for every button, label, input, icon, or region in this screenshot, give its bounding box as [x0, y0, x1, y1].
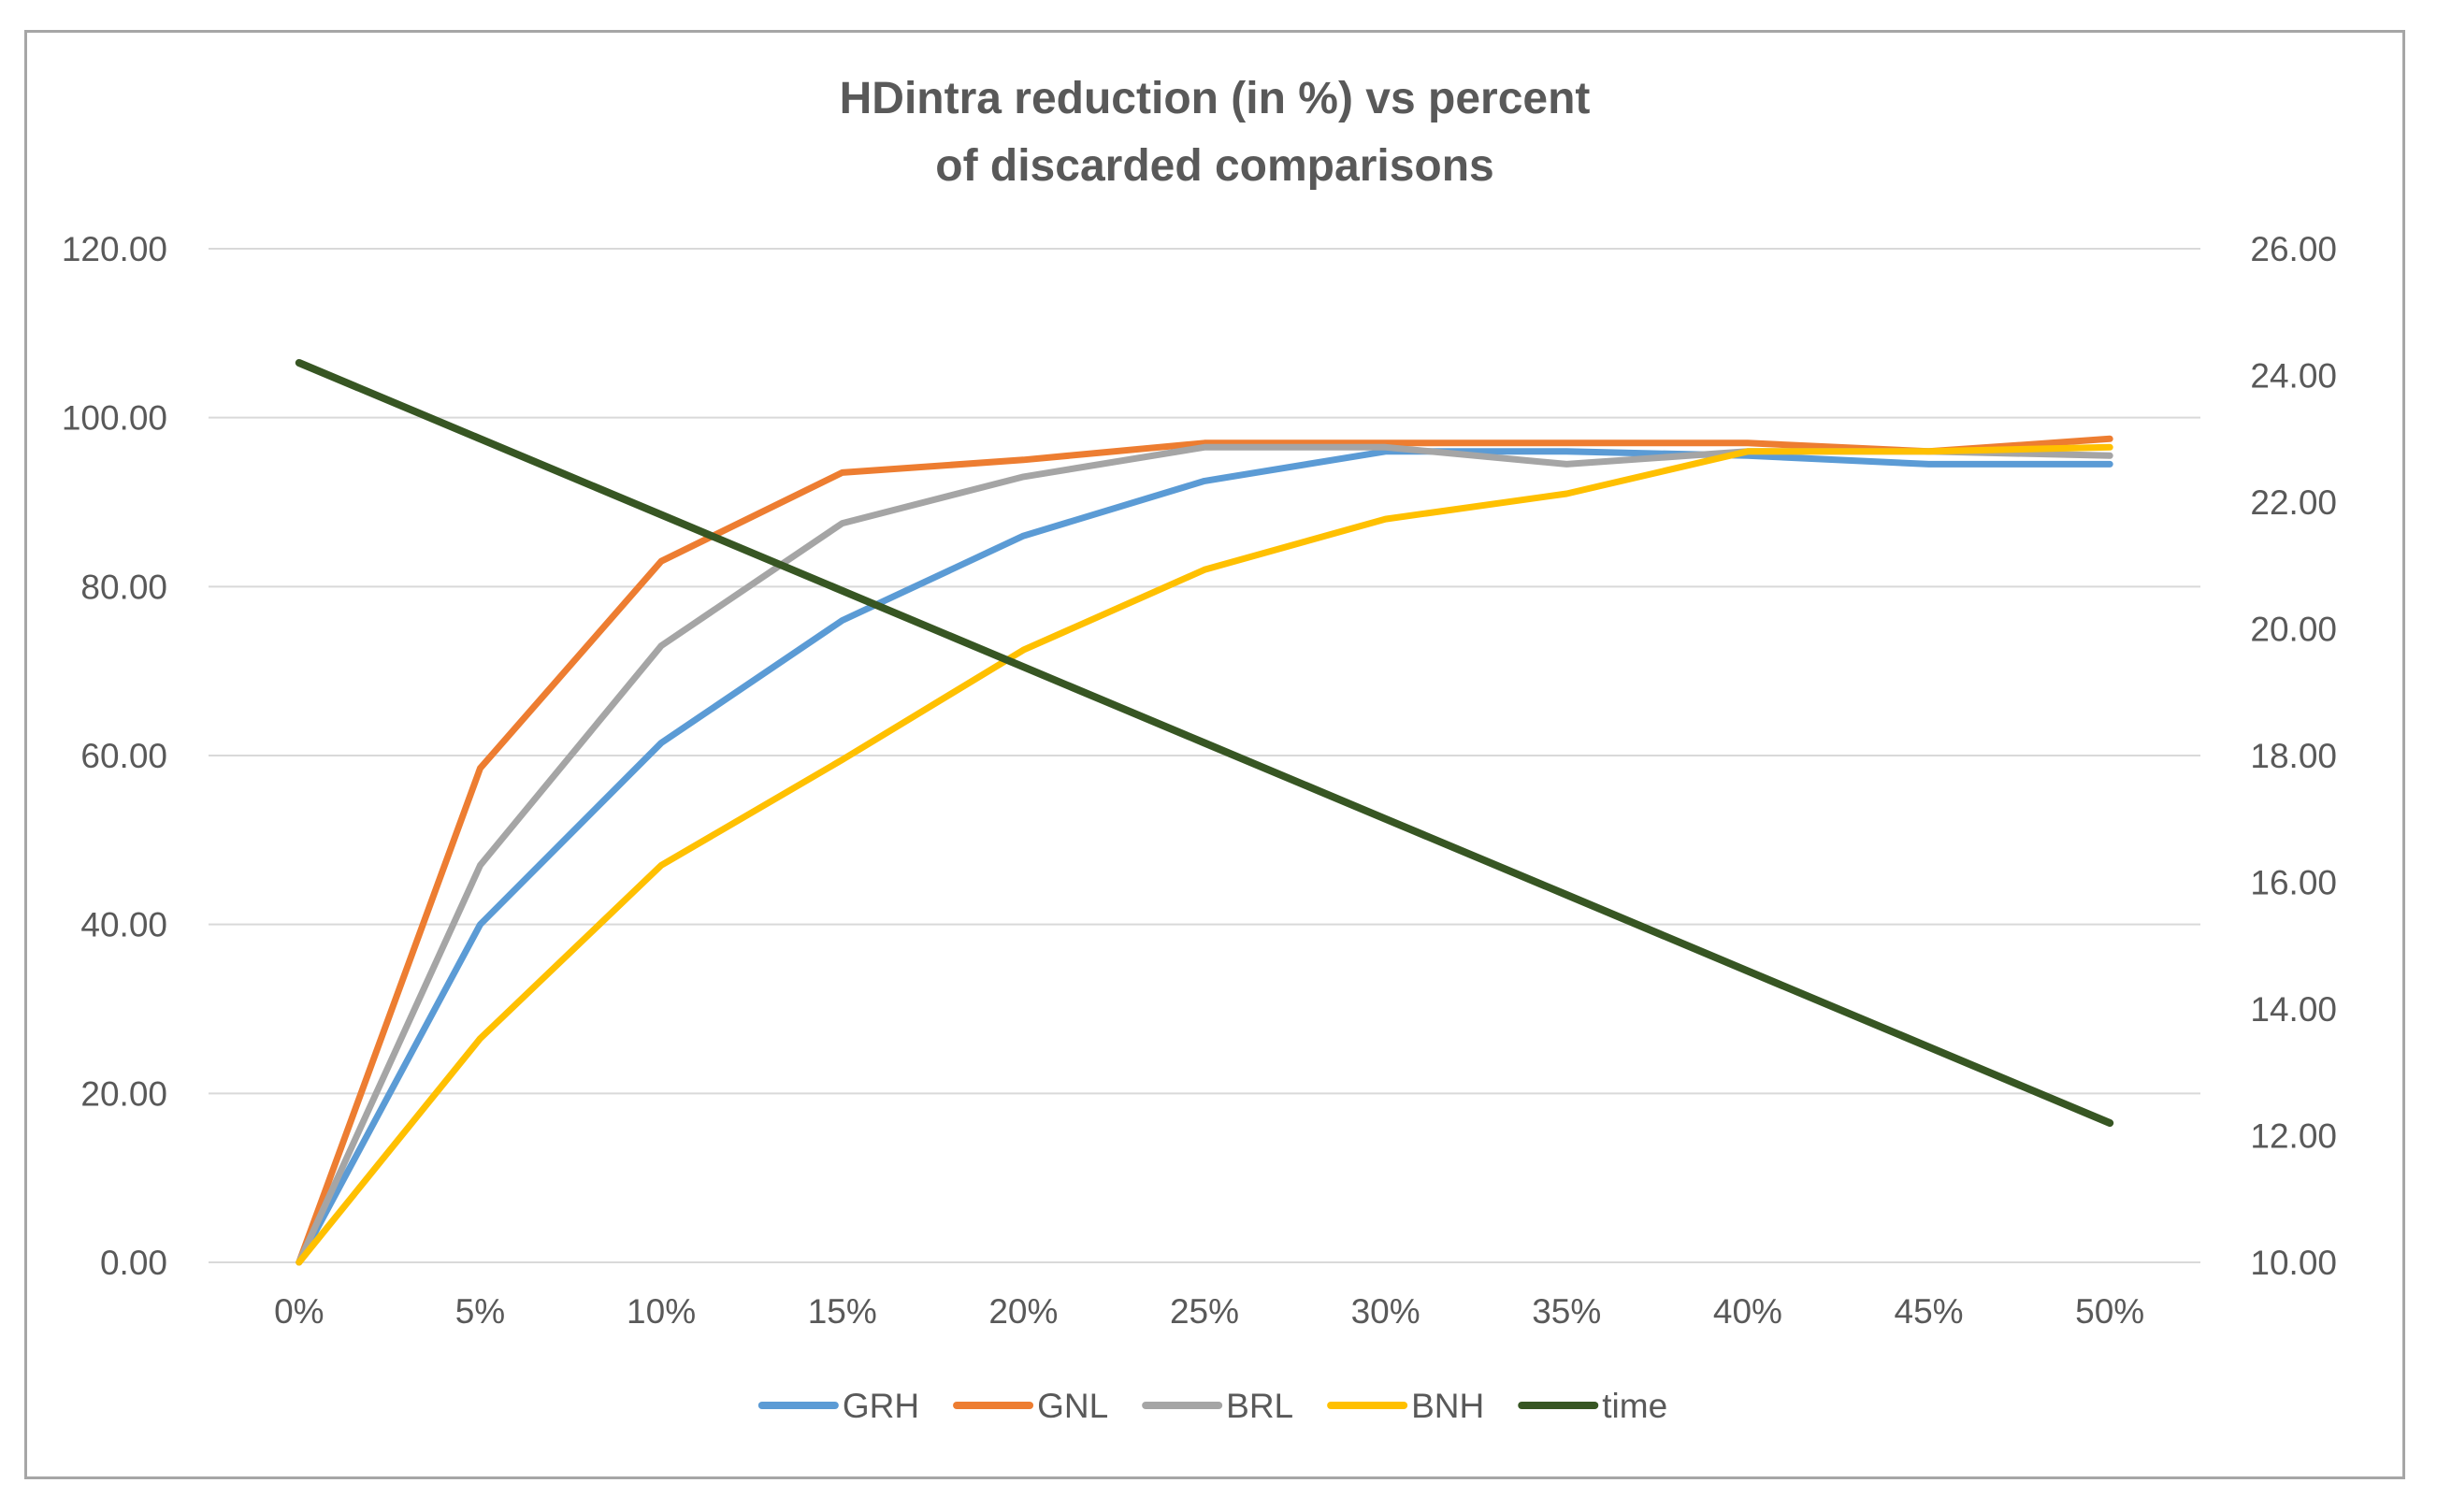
chart-title: HDintra reduction (in %) vs percent of d…: [840, 74, 1591, 191]
left-axis-tick-label: 120.00: [62, 230, 167, 268]
x-axis-tick-label: 50%: [2075, 1292, 2144, 1331]
legend-label: time: [1602, 1387, 1667, 1425]
right-axis-tick-label: 12.00: [2250, 1117, 2337, 1156]
legend-item-brl: BRL: [1142, 1387, 1293, 1425]
legend-item-bnh: BNH: [1327, 1387, 1484, 1425]
left-axis-tick-label: 100.00: [62, 399, 167, 438]
left-axis-tick-label: 40.00: [80, 906, 167, 944]
right-axis-tick-label: 24.00: [2250, 357, 2337, 396]
x-axis-tick-label: 25%: [1170, 1292, 1239, 1331]
legend-label: GNL: [1037, 1387, 1108, 1425]
left-axis-tick-label: 80.00: [80, 568, 167, 606]
left-axis-tick-label: 60.00: [80, 737, 167, 775]
series-line-gnl: [296, 435, 2113, 1266]
x-axis-tick-label: 45%: [1895, 1292, 1964, 1331]
right-axis-tick-labels: 10.00 12.00 14.00 16.00 18.00 20.00 22.00 24.00…: [2250, 230, 2337, 1282]
x-axis-tick-labels: 0% 5% 10% 15% 20% 25% 30% 35% 40% 45% 50%: [274, 1292, 2144, 1331]
legend: GRH GNL BRL BNH time: [757, 1387, 1667, 1425]
left-axis-tick-label: 0.00: [100, 1244, 167, 1282]
legend-label: BRL: [1226, 1387, 1293, 1425]
series-line-bnh: [296, 443, 2113, 1266]
right-axis-tick-label: 18.00: [2250, 737, 2337, 775]
legend-label: BNH: [1411, 1387, 1484, 1425]
chart-title-line-2: of discarded comparisons: [935, 141, 1494, 191]
right-axis-tick-label: 16.00: [2250, 864, 2337, 902]
x-axis-tick-label: 15%: [808, 1292, 877, 1331]
left-axis-tick-labels: 0.00 20.00 40.00 60.00 80.00 100.00 120.00: [62, 230, 167, 1282]
left-axis-tick-label: 20.00: [80, 1074, 167, 1113]
x-axis-tick-label: 20%: [988, 1292, 1058, 1331]
right-axis-tick-label: 22.00: [2250, 483, 2337, 522]
legend-item-grh: GRH: [757, 1387, 919, 1425]
chart-frame: HDintra reduction (in %) vs percent of d…: [24, 30, 2405, 1479]
series-lines: [295, 359, 2114, 1266]
right-axis-tick-label: 14.00: [2250, 990, 2337, 1029]
legend-item-time: time: [1518, 1387, 1667, 1425]
x-axis-tick-label: 40%: [1713, 1292, 1782, 1331]
chart-title-line-1: HDintra reduction (in %) vs percent: [840, 74, 1591, 123]
right-axis-tick-label: 26.00: [2250, 230, 2337, 268]
series-line-time: [295, 359, 2114, 1127]
legend-label: GRH: [843, 1387, 919, 1425]
series-line-grh: [296, 448, 2113, 1266]
legend-item-gnl: GNL: [953, 1387, 1108, 1425]
x-axis-tick-label: 10%: [627, 1292, 696, 1331]
right-axis-tick-label: 20.00: [2250, 611, 2337, 649]
x-axis-tick-label: 30%: [1351, 1292, 1420, 1331]
gridlines: [209, 248, 2200, 1263]
x-axis-tick-label: 35%: [1532, 1292, 1601, 1331]
right-axis-tick-label: 10.00: [2250, 1244, 2337, 1282]
x-axis-tick-label: 0%: [274, 1292, 324, 1331]
x-axis-tick-label: 5%: [455, 1292, 505, 1331]
line-chart: HDintra reduction (in %) vs percent of d…: [62, 74, 2337, 1425]
